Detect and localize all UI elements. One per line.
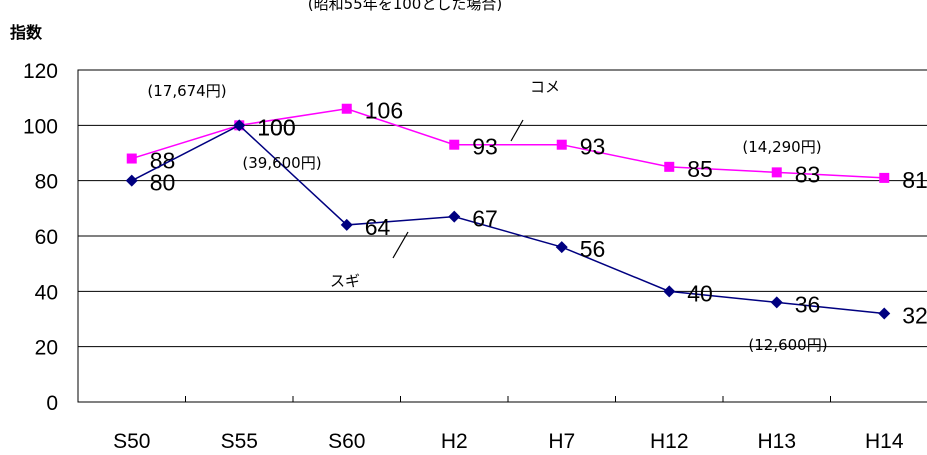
price-annotation: (12,600円) [748,336,827,354]
y-tick-label: 60 [35,226,58,249]
series-sugi: 80 100 64 67 56 40 36 32 [125,114,927,328]
data-label: 67 [472,206,498,232]
y-tick-label: 0 [46,392,58,415]
data-label: 100 [257,114,295,140]
data-label: 93 [580,134,606,160]
data-label: 85 [687,156,713,182]
price-annotation: (14,290円) [742,138,821,156]
x-tick-label: H12 [650,430,689,453]
data-label: 80 [150,170,176,196]
data-point [878,307,891,320]
data-point [555,241,568,254]
y-axis-label: 指数 [10,23,43,42]
x-tick-label: H13 [757,430,796,453]
data-point [771,167,782,178]
data-label: 32 [902,302,927,328]
series-label-kome: コメ [530,78,560,96]
x-tick-label: S50 [113,430,150,453]
y-tick-label: 100 [23,115,58,138]
data-point [448,210,461,223]
series-line [131,124,885,315]
data-point [664,161,675,172]
data-point [663,285,676,298]
y-tick-label: 40 [35,281,58,304]
data-point [233,119,246,132]
y-tick-label: 120 [23,60,58,83]
x-tick-label: H2 [441,430,468,453]
x-tick-label: S60 [328,430,365,453]
data-point [770,296,783,309]
y-tick-label: 80 [35,171,58,194]
series-label-sugi: スギ [330,272,360,290]
x-axis: S50 S55 S60 H2 H7 H12 H13 H14 [113,396,904,453]
data-label: 81 [902,167,927,193]
data-label: 64 [365,214,391,240]
callout-line [510,119,524,142]
price-annotation: (39,600円) [242,154,321,172]
data-label: 100 [257,114,295,140]
data-label: 106 [365,98,403,124]
data-point [125,174,138,187]
y-tick-label: 20 [35,337,58,360]
x-tick-label: H14 [865,430,904,453]
data-label: 36 [795,291,821,317]
data-label: 40 [687,280,713,306]
series-line [131,107,885,179]
data-label: 93 [472,134,498,160]
chart-subtitle: (昭和55年を100とした場合) [308,0,502,13]
data-point [879,172,890,183]
data-label: 56 [580,236,606,262]
x-tick-label: H7 [548,430,575,453]
data-point [340,218,353,231]
price-annotation: (17,674円) [147,82,226,100]
callout-line [392,231,409,259]
data-point [449,139,460,150]
x-tick-label: S55 [221,430,258,453]
data-point [556,139,567,150]
data-label: 83 [795,161,821,187]
y-axis: 0 20 40 60 80 100 120 [23,60,58,415]
data-point [126,153,137,164]
data-point [341,103,352,114]
gridlines [78,124,927,348]
